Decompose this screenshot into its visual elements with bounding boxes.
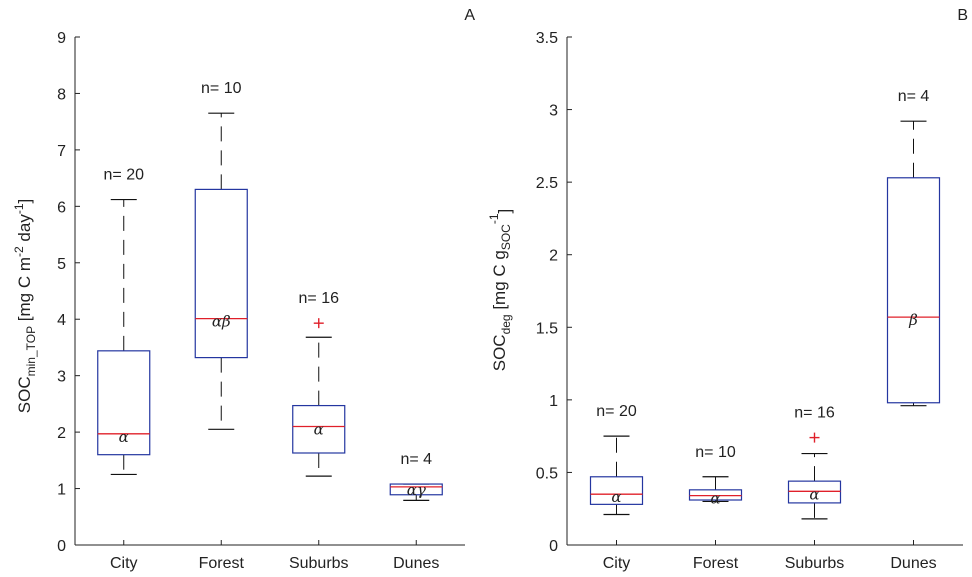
n-label: n= 4 <box>898 88 930 105</box>
iqr-box <box>292 404 346 454</box>
x-tick-label: Forest <box>199 555 245 572</box>
y-tick-label: 3.5 <box>536 30 558 47</box>
box-city: α n= 20 <box>97 167 151 476</box>
n-label: n= 16 <box>299 290 340 307</box>
y-tick-label: 0 <box>549 538 558 555</box>
y-tick-label: 7 <box>57 143 66 160</box>
iqr-box <box>886 177 941 404</box>
y-tick-label: 0.5 <box>536 465 558 482</box>
panel-a-label: A <box>464 7 475 24</box>
panel-b-label: B <box>957 7 968 24</box>
y-tick-label: 2 <box>57 425 66 442</box>
n-label: n= 20 <box>596 403 637 420</box>
y-tick-label: 8 <box>57 86 66 103</box>
x-tick-label: Suburbs <box>785 555 845 572</box>
group-label: α <box>314 420 324 438</box>
y-tick-label: 2.5 <box>536 175 558 192</box>
group-label: β <box>908 311 918 329</box>
box-dunes: β n= 4 <box>886 88 941 407</box>
y-axis-label-a: SOCmin_TOP [mg C m-2 day-1] <box>12 199 38 413</box>
iqr-box <box>389 483 443 496</box>
group-label: α <box>809 485 819 503</box>
y-label-unit-post: ] <box>15 199 34 204</box>
n-label: n= 10 <box>695 444 736 461</box>
x-tick-label: Forest <box>693 555 739 572</box>
x-tick-label: Dunes <box>393 555 439 572</box>
x-tick-label: Suburbs <box>289 555 349 572</box>
group-label: αγ <box>407 481 426 499</box>
group-label: α <box>611 488 621 506</box>
iqr-box <box>97 350 151 456</box>
x-tick-label: City <box>603 555 631 572</box>
group-label: α <box>119 428 129 446</box>
y-tick-label: 1 <box>57 482 66 499</box>
box-forest: α n= 10 <box>688 444 743 508</box>
panel-a: A SOCmin_TOP [mg C m-2 day-1] 0 1 2 3 4 5 6 7 8 9… <box>12 7 475 572</box>
iqr-box <box>589 476 644 505</box>
iqr-box <box>787 480 842 504</box>
y-label-unit-pre: [mg C m <box>15 257 34 326</box>
n-label: n= 4 <box>400 451 432 468</box>
y-tick-label: 1.5 <box>536 320 558 337</box>
y-label-unit-pre: [mg C g <box>490 250 509 314</box>
y-label-sub: min_TOP <box>24 326 38 376</box>
n-label: n= 16 <box>794 405 835 422</box>
y-tick-label: 0 <box>57 538 66 555</box>
y-tick-label: 3 <box>57 369 66 386</box>
box-suburbs: α n= 16 <box>292 290 346 477</box>
y-tick-label: 6 <box>57 199 66 216</box>
y-tick-label: 2 <box>549 248 558 265</box>
iqr-box <box>688 489 743 501</box>
box-dunes: αγ n= 4 <box>389 451 443 502</box>
y-label-sub: deg <box>499 314 513 334</box>
y-label-base: SOC <box>15 376 34 413</box>
y-label-unit-mid: day <box>15 214 34 247</box>
iqr-box <box>194 188 248 359</box>
y-tick-label: 4 <box>57 312 66 329</box>
n-label: n= 20 <box>104 167 145 184</box>
y-label-sup2: -1 <box>12 203 26 214</box>
y-tick-label: 1 <box>549 393 558 410</box>
x-tick-label: City <box>110 555 138 572</box>
y-tick-label: 5 <box>57 256 66 273</box>
y-axis-label-b: SOCdeg [mg C gSOC-1] <box>487 209 514 372</box>
y-tick-label: 9 <box>57 30 66 47</box>
panel-b: B SOCdeg [mg C gSOC-1] 00.511.522.533.5C… <box>487 7 968 572</box>
y-tick-label: 3 <box>549 103 558 120</box>
y-label-sup2: -1 <box>487 213 501 224</box>
n-label: n= 10 <box>201 80 242 97</box>
group-label: α <box>710 490 720 508</box>
y-label-base: SOC <box>490 334 509 371</box>
y-label-unit-post: ] <box>495 209 514 214</box>
group-label: αβ <box>212 313 231 331</box>
box-suburbs: α n= 16 <box>787 405 842 520</box>
y-label-sub2: SOC <box>499 224 513 250</box>
x-tick-label: Dunes <box>890 555 936 572</box>
y-label-sup1: -2 <box>12 246 26 257</box>
box-forest: αβ n= 10 <box>194 80 248 430</box>
box-city: α n= 20 <box>589 403 644 516</box>
